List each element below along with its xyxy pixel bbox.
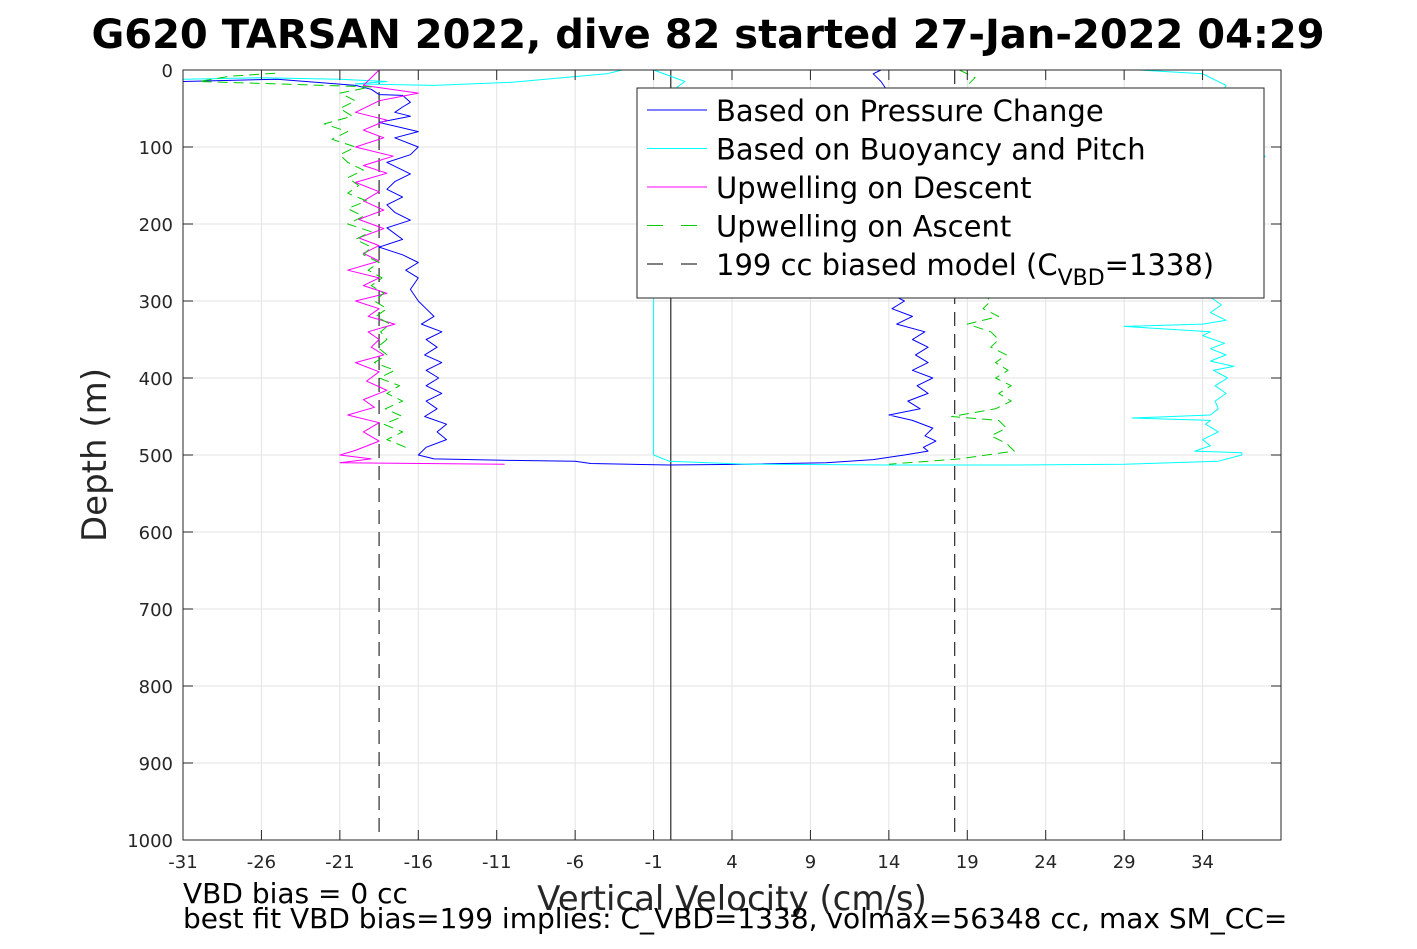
legend-label: Upwelling on Descent [716,171,1032,205]
x-tick-label: -11 [482,852,511,873]
y-tick-label: 200 [139,215,173,236]
x-tick-label: -6 [566,852,584,873]
legend-label: Based on Pressure Change [716,94,1104,128]
y-tick-label: 400 [139,369,173,390]
x-tick-label: -26 [247,852,276,873]
tick-layer: -31 -26 -21 -16 -11 -6 -1 4 9 14 19 24 29 34 0 100 200 30… [127,61,1281,873]
y-tick-label: 100 [139,138,173,159]
series-line [198,72,406,448]
x-tick-label: 29 [1113,852,1136,873]
y-axis-label: Depth (m) [75,368,115,542]
y-tick-label: 300 [139,292,173,313]
x-tick-label: -21 [325,852,354,873]
x-tick-label: -16 [404,852,433,873]
legend: Based on Pressure Change Based on Buoyanc… [636,87,1265,299]
legend-label-subscript: VBD [1058,266,1105,291]
legend-label-tail: =1338) [1105,248,1214,282]
best-fit-annotation: best fit VBD bias=199 implies: C_VBD=133… [183,902,1287,935]
legend-label: Based on Buoyancy and Pitch [716,133,1146,167]
y-tick-label: 0 [162,61,173,82]
x-tick-label: 9 [805,852,816,873]
x-tick-label: 14 [877,852,900,873]
series-line [182,69,1266,466]
y-tick-label: 1000 [127,831,173,852]
y-tick-label: 500 [139,446,173,467]
x-tick-label: 24 [1034,852,1057,873]
y-tick-label: 700 [139,600,173,621]
x-tick-label: -31 [168,852,197,873]
y-tick-label: 800 [139,677,173,698]
x-axis-label: Vertical Velocity (cm/s) [537,879,927,919]
x-tick-label: 19 [956,852,979,873]
series-line [182,69,937,466]
x-tick-label: 4 [726,852,737,873]
series-line [888,69,1015,465]
legend-box [636,87,1265,299]
y-tick-label: 900 [139,754,173,775]
x-tick-label: -1 [645,852,663,873]
x-tick-label: 34 [1191,852,1214,873]
chart-title: G620 TARSAN 2022, dive 82 started 27-Jan… [91,12,1324,58]
legend-label: Upwelling on Ascent [716,210,1011,244]
y-tick-label: 600 [139,523,173,544]
vbd-bias-annotation: VBD bias = 0 cc [183,877,408,910]
series-line [339,69,505,465]
